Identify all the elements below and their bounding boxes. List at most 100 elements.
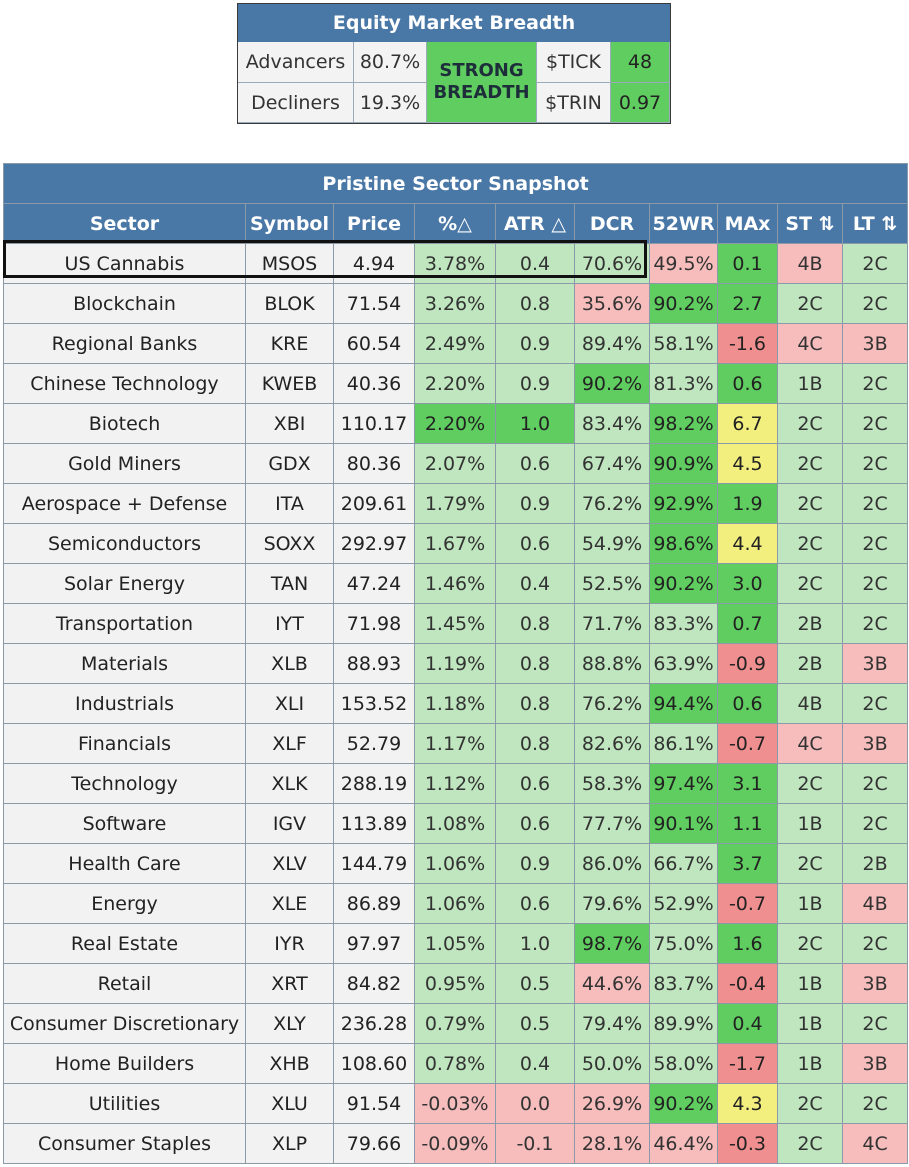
52wr-cell: 90.2% [649,283,718,324]
pct-change-column-header: %△ [414,203,496,244]
52wr-cell: 75.0% [649,923,718,964]
table-row: US Cannabis MSOS 4.94 3.78% 0.4 70.6% 49.5% 0.1… [3,243,909,284]
sector-name-cell: Semiconductors [3,523,246,564]
sector-name-cell: Health Care [3,843,246,884]
pct-change-cell: 1.17% [414,723,496,764]
max-cell: 2.7 [717,283,778,324]
dcr-cell: 50.0% [574,1043,650,1084]
st-cell: 2C [777,1123,843,1164]
52wr-cell: 81.3% [649,363,718,404]
price-cell: 110.17 [333,403,415,444]
max-cell: -1.6 [717,323,778,364]
table-row: Solar Energy TAN 47.24 1.46% 0.4 52.5% 90.2% 3.… [3,563,909,604]
st-cell: 2B [777,603,843,644]
st-cell: 2B [777,643,843,684]
52wr-column-header: 52WR [649,203,718,244]
pct-change-cell: -0.03% [414,1083,496,1124]
price-cell: 236.28 [333,1003,415,1044]
sector-name-cell: Software [3,803,246,844]
sector-name-cell: Materials [3,643,246,684]
sector-name-cell: Energy [3,883,246,924]
price-cell: 47.24 [333,563,415,604]
decliners-label: Decliners [238,83,354,123]
lt-cell: 3B [841,963,909,1004]
dcr-cell: 44.6% [574,963,650,1004]
lt-cell: 2C [841,1083,909,1124]
pct-change-cell: 1.12% [414,763,496,804]
dcr-cell: 76.2% [574,483,650,524]
sector-name-cell: Consumer Staples [3,1123,246,1164]
lt-cell: 2B [841,843,909,884]
sector-name-cell: Chinese Technology [3,363,246,404]
dcr-cell: 71.7% [574,603,650,644]
dcr-cell: 77.7% [574,803,650,844]
lt-cell: 2C [841,1003,909,1044]
sector-name-cell: Regional Banks [3,323,246,364]
lt-cell: 3B [841,643,909,684]
st-cell: 1B [777,1043,843,1084]
st-cell: 2C [777,283,843,324]
sector-name-cell: Utilities [3,1083,246,1124]
symbol-cell: XRT [245,963,334,1004]
sector-name-cell: Technology [3,763,246,804]
max-cell: 0.4 [717,1003,778,1044]
sector-name-cell: Blockchain [3,283,246,324]
lt-cell: 3B [841,723,909,764]
pct-change-cell: 1.18% [414,683,496,724]
st-cell: 2C [777,443,843,484]
symbol-cell: IGV [245,803,334,844]
dcr-cell: 67.4% [574,443,650,484]
st-cell: 2C [777,483,843,524]
sector-snapshot-table: Pristine Sector Snapshot Sector Symbol Pri… [2,163,909,1164]
52wr-cell: 83.3% [649,603,718,644]
dcr-cell: 98.7% [574,923,650,964]
atr-change-cell: -0.1 [495,1123,575,1164]
sector-name-cell: US Cannabis [3,243,246,284]
sector-column-header: Sector [3,203,246,244]
52wr-cell: 90.2% [649,1083,718,1124]
dcr-cell: 58.3% [574,763,650,804]
lt-sort-column-header[interactable]: LT ⇅ [841,203,909,244]
st-cell: 2C [777,923,843,964]
dcr-cell: 28.1% [574,1123,650,1164]
table-row: Technology XLK 288.19 1.12% 0.6 58.3% 97.4% 3.1… [3,763,909,804]
price-cell: 71.54 [333,283,415,324]
symbol-cell: TAN [245,563,334,604]
tick-label: $TICK [537,42,611,83]
price-cell: 71.98 [333,603,415,644]
lt-cell: 3B [841,1043,909,1084]
trin-label: $TRIN [537,83,611,123]
dcr-cell: 79.4% [574,1003,650,1044]
atr-change-cell: 0.5 [495,963,575,1004]
dcr-cell: 76.2% [574,683,650,724]
sector-name-cell: Solar Energy [3,563,246,604]
price-cell: 88.93 [333,643,415,684]
52wr-cell: 49.5% [649,243,718,284]
st-cell: 2C [777,763,843,804]
symbol-cell: ITA [245,483,334,524]
pct-change-cell: 0.79% [414,1003,496,1044]
max-cell: 1.1 [717,803,778,844]
price-cell: 40.36 [333,363,415,404]
snapshot-title: Pristine Sector Snapshot [2,163,909,204]
atr-change-cell: 1.0 [495,923,575,964]
52wr-cell: 58.1% [649,323,718,364]
symbol-cell: IYR [245,923,334,964]
sector-name-cell: Retail [3,963,246,1004]
pct-change-cell: -0.09% [414,1123,496,1164]
st-cell: 1B [777,1003,843,1044]
price-cell: 292.97 [333,523,415,564]
sector-snapshot-panel: Pristine Sector Snapshot Sector Symbol Pri… [2,163,909,1165]
pct-change-cell: 1.05% [414,923,496,964]
dcr-cell: 88.8% [574,643,650,684]
lt-cell: 2C [841,483,909,524]
pct-change-cell: 0.78% [414,1043,496,1084]
dcr-cell: 52.5% [574,563,650,604]
max-cell: -0.7 [717,723,778,764]
symbol-cell: XLF [245,723,334,764]
symbol-cell: SOXX [245,523,334,564]
atr-change-cell: 0.6 [495,803,575,844]
sector-name-cell: Financials [3,723,246,764]
tick-value: 48 [611,42,670,83]
st-sort-column-header[interactable]: ST ⇅ [777,203,843,244]
